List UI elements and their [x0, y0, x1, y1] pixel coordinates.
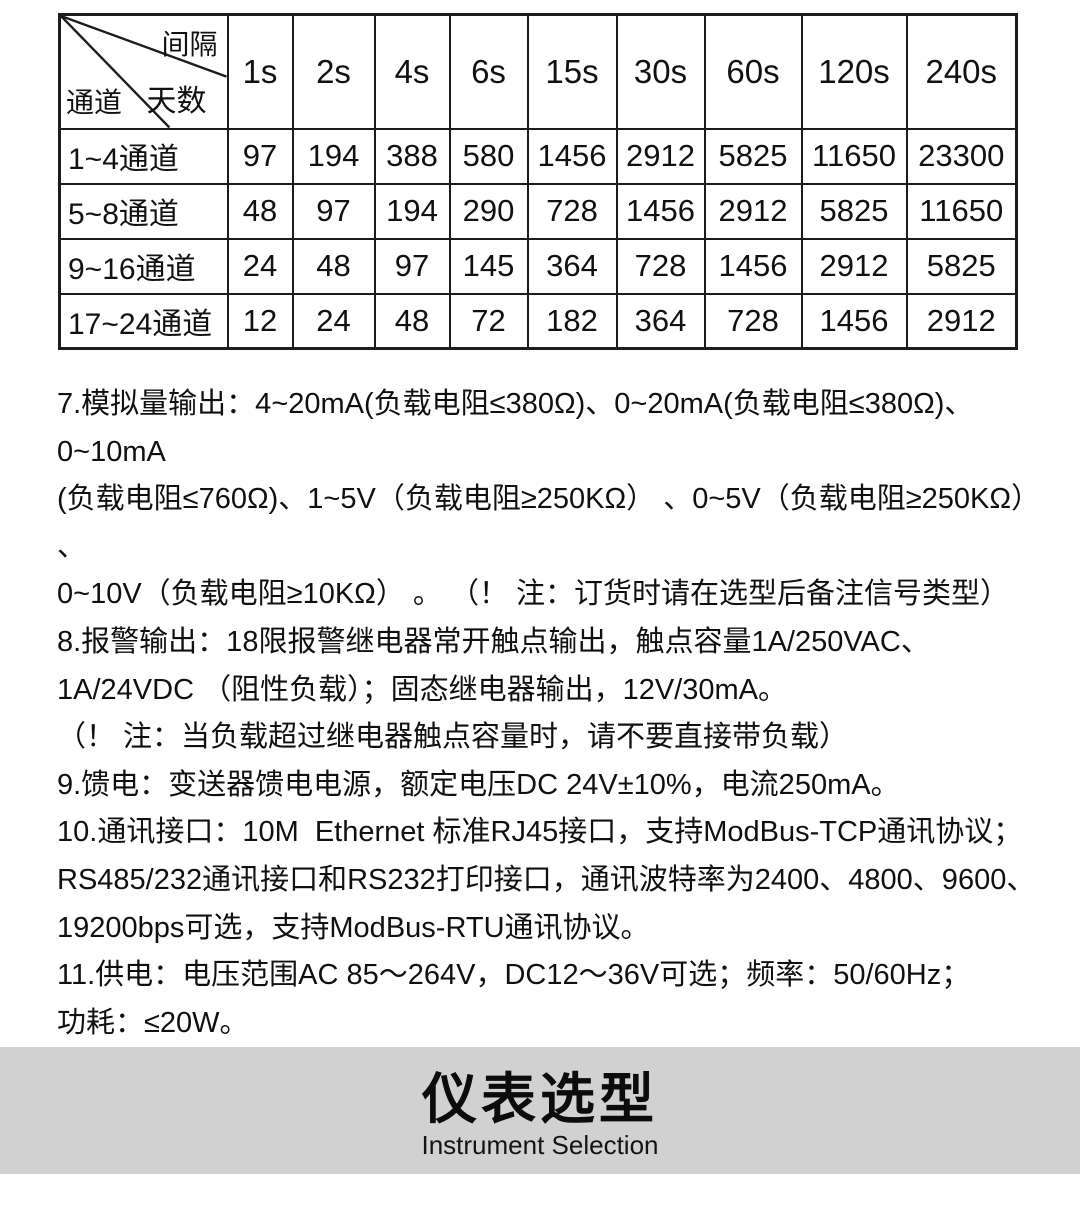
data-cell: 48: [291, 237, 376, 295]
data-cell: 145: [448, 237, 529, 295]
column-header-15s: 15s: [526, 13, 618, 130]
spec-line-alarm-output-2: 1A/24VDC （阻性负载）；固态继电器输出，12V/30mA。: [57, 673, 787, 706]
data-cell: 24: [291, 292, 376, 350]
table-row: 5~8通道 48 97 194 290 728 1456 2912 5825 1…: [58, 182, 1018, 240]
spec-line-feed-power: 9.馈电：变送器馈电电源，额定电压DC 24V±10%，电流250mA。: [57, 768, 900, 801]
data-cell: 12: [226, 292, 294, 350]
column-header-60s: 60s: [703, 13, 803, 130]
data-cell: 5825: [800, 182, 908, 240]
spec-line-comm-interface-1: 10.通讯接口：10M Ethernet 标准RJ45接口，支持ModBus-T…: [57, 816, 1023, 849]
data-cell: 1456: [703, 237, 803, 295]
data-cell: 2912: [703, 182, 803, 240]
data-cell: 5825: [905, 237, 1018, 295]
spec-line-analog-output-1: 7.模拟量输出：4~20mA(负载电阻≤380Ω)、0~20mA(负载电阻≤38…: [57, 388, 974, 468]
column-header-30s: 30s: [615, 13, 706, 130]
data-cell: 48: [373, 292, 451, 350]
section-header-band: 仪表选型 Instrument Selection: [0, 1047, 1080, 1174]
data-cell: 72: [448, 292, 529, 350]
spec-text-block: 7.模拟量输出：4~20mA(负载电阻≤380Ω)、0~20mA(负载电阻≤38…: [57, 381, 1052, 1095]
interval-days-table: 间隔 天数 通道 1s 2s 4s 6s 15s 30s 60s 120s 24…: [58, 13, 1018, 350]
channel-header-label: 通道: [66, 86, 123, 118]
data-cell: 97: [291, 182, 376, 240]
data-cell: 728: [703, 292, 803, 350]
data-cell: 194: [291, 127, 376, 185]
data-cell: 364: [526, 237, 618, 295]
spec-line-comm-interface-2: RS485/232通讯接口和RS232打印接口，通讯波特率为2400、4800、…: [57, 863, 1036, 896]
data-cell: 2912: [615, 127, 706, 185]
row-label: 1~4通道: [58, 127, 229, 185]
data-cell: 290: [448, 182, 529, 240]
table-corner-cell: 间隔 天数 通道: [58, 13, 229, 130]
spec-line-alarm-note: （！ 注：当负载超过继电器触点容量时，请不要直接带负载）: [57, 721, 849, 754]
data-cell: 11650: [905, 182, 1018, 240]
data-cell: 48: [226, 182, 294, 240]
column-header-2s: 2s: [291, 13, 376, 130]
table-row: 17~24通道 12 24 48 72 182 364 728 1456 291…: [58, 292, 1018, 350]
spec-line-power-supply-1: 11.供电：电压范围AC 85～264V，DC12～36V可选；频率：50/60…: [57, 959, 971, 992]
spec-line-analog-output-3: 0~10V（负载电阻≥10KΩ） 。 （！ 注：订货时请在选型后备注信号类型）: [57, 578, 1010, 611]
spec-line-analog-output-2: (负载电阻≤760Ω)、1~5V（负载电阻≥250KΩ） 、0~5V（负载电阻≥…: [57, 483, 1049, 563]
row-label: 9~16通道: [58, 237, 229, 295]
data-cell: 580: [448, 127, 529, 185]
spec-line-comm-interface-3: 19200bps可选，支持ModBus-RTU通讯协议。: [57, 911, 650, 944]
interval-header-label: 间隔: [161, 29, 218, 60]
section-title: 仪表选型: [421, 1068, 658, 1130]
column-header-4s: 4s: [373, 13, 451, 130]
row-label: 5~8通道: [58, 182, 229, 240]
section-subtitle: Instrument Selection: [421, 1129, 659, 1160]
spec-line-power-supply-2: 功耗：≤20W。: [57, 1006, 249, 1039]
data-cell: 728: [615, 237, 706, 295]
data-cell: 2912: [905, 292, 1018, 350]
data-cell: 728: [526, 182, 618, 240]
data-cell: 5825: [703, 127, 803, 185]
diagonal-divider-lines: [61, 16, 227, 128]
column-header-240s: 240s: [905, 13, 1018, 130]
data-cell: 2912: [800, 237, 908, 295]
data-cell: 24: [226, 237, 294, 295]
data-cell: 1456: [526, 127, 618, 185]
data-cell: 1456: [615, 182, 706, 240]
row-label: 17~24通道: [58, 292, 229, 350]
data-cell: 194: [373, 182, 451, 240]
column-header-1s: 1s: [226, 13, 294, 130]
data-cell: 11650: [800, 127, 908, 185]
data-cell: 364: [615, 292, 706, 350]
data-cell: 1456: [800, 292, 908, 350]
column-header-6s: 6s: [448, 13, 529, 130]
data-cell: 97: [226, 127, 294, 185]
data-cell: 388: [373, 127, 451, 185]
table-row: 1~4通道 97 194 388 580 1456 2912 5825 1165…: [58, 127, 1018, 185]
column-header-120s: 120s: [800, 13, 908, 130]
spec-line-alarm-output-1: 8.报警输出：18限报警继电器常开触点输出，触点容量1A/250VAC、: [57, 625, 930, 658]
table-row: 9~16通道 24 48 97 145 364 728 1456 2912 58…: [58, 237, 1018, 295]
data-cell: 97: [373, 237, 451, 295]
days-header-label: 天数: [146, 85, 207, 118]
data-cell: 182: [526, 292, 618, 350]
data-cell: 23300: [905, 127, 1018, 185]
